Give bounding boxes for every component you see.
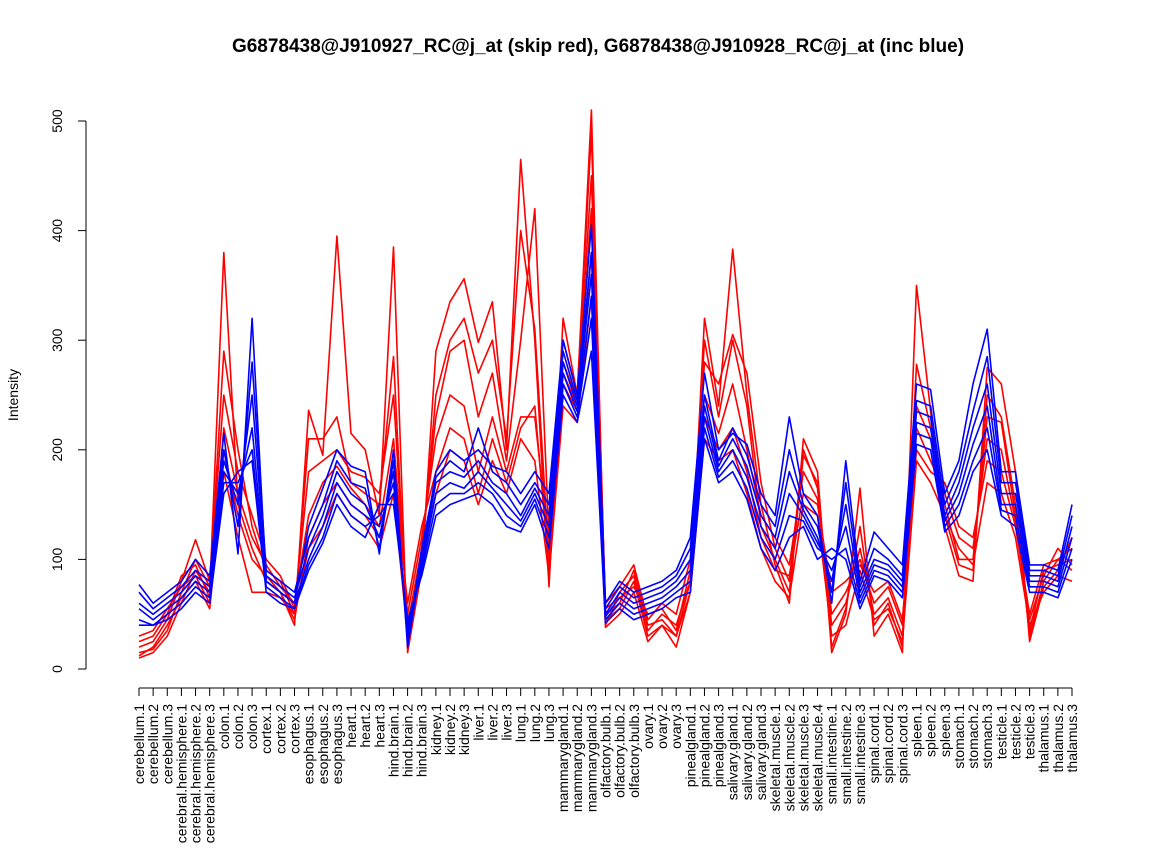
series-layer [138, 109, 1073, 659]
x-tick-label: mammarygland.1 [555, 704, 571, 812]
x-tick-label: olfactory.bulb.3 [626, 704, 642, 798]
x-tick-label: salivary.gland.3 [753, 704, 769, 800]
x-tick-label: mammarygland.2 [569, 704, 585, 812]
y-axis-label: Intensity [5, 369, 21, 421]
x-tick-label: kidney.2 [442, 704, 458, 755]
series-line-6 [138, 295, 1073, 657]
series-line-11 [138, 317, 1073, 627]
x-tick-label: skeletal.muscle.1 [767, 704, 783, 812]
x-tick-label: cerebellum.1 [131, 704, 147, 784]
x-tick-label: skeletal.muscle.2 [781, 704, 797, 812]
y-tick-label: 400 [49, 219, 65, 243]
x-tick-label: pinealgland.2 [696, 704, 712, 788]
x-tick-label: liver.2 [484, 704, 500, 741]
x-tick-label: kidney.1 [428, 704, 444, 755]
x-axis: cerebellum.1cerebellum.2cerebellum.3cere… [131, 687, 1080, 844]
x-tick-label: ovary.3 [668, 704, 684, 749]
y-tick-label: 100 [49, 548, 65, 572]
x-tick-label: ovary.2 [654, 704, 670, 749]
x-tick-label: colon.2 [230, 704, 246, 749]
x-tick-label: pinealgland.3 [711, 704, 727, 788]
y-axis: 0 100 200 300 400 500 [49, 109, 87, 673]
x-tick-label: stomach.2 [965, 704, 981, 769]
x-tick-label: cortex.1 [258, 704, 274, 754]
x-tick-label: thalamus.2 [1050, 704, 1066, 773]
x-tick-label: cortex.2 [272, 704, 288, 754]
x-tick-label: spinal.cord.1 [866, 704, 882, 784]
x-tick-label: cerebral.hemisphere.1 [173, 704, 189, 844]
x-tick-label: spinal.cord.3 [894, 704, 910, 784]
x-tick-label: testicle.2 [1007, 704, 1023, 759]
series-line-12 [139, 350, 1073, 627]
x-tick-label: small.intestine.1 [824, 704, 840, 805]
x-tick-label: olfactory.bulb.2 [612, 704, 628, 798]
x-tick-label: hind.brain.1 [385, 704, 401, 777]
series-line-1 [138, 109, 1073, 659]
x-tick-label: cerebellum.3 [159, 704, 175, 784]
x-tick-label: hind.brain.3 [414, 704, 430, 777]
x-tick-label: colon.1 [216, 704, 232, 749]
x-tick-label: spleen.1 [909, 704, 925, 757]
x-tick-label: colon.3 [244, 704, 260, 749]
x-tick-label: small.intestine.2 [838, 704, 854, 805]
x-tick-label: mammarygland.3 [583, 704, 599, 812]
y-tick-label: 500 [49, 109, 65, 133]
x-tick-label: spleen.3 [937, 704, 953, 757]
x-tick-label: small.intestine.3 [852, 704, 868, 805]
x-tick-label: esophagus.1 [301, 704, 317, 784]
x-tick-label: liver.1 [470, 704, 486, 741]
x-tick-label: testicle.3 [1022, 704, 1038, 759]
x-tick-label: spleen.2 [923, 704, 939, 757]
x-tick-label: lung.2 [527, 704, 543, 742]
x-tick-label: testicle.1 [993, 704, 1009, 759]
y-tick-label: 0 [49, 665, 65, 673]
x-tick-label: salivary.gland.2 [739, 704, 755, 800]
y-tick-label: 300 [49, 328, 65, 352]
x-tick-label: stomach.3 [979, 704, 995, 769]
x-tick-label: cerebral.hemisphere.2 [188, 704, 204, 844]
x-tick-label: cerebellum.2 [145, 704, 161, 784]
x-tick-label: skeletal.muscle.4 [810, 704, 826, 812]
x-tick-label: liver.3 [499, 704, 515, 741]
x-tick-label: thalamus.1 [1036, 704, 1052, 773]
x-tick-label: heart.2 [357, 704, 373, 748]
x-tick-label: ovary.1 [640, 704, 656, 749]
x-tick-label: spinal.cord.2 [880, 704, 896, 784]
x-tick-label: heart.3 [371, 704, 387, 748]
x-tick-label: esophagus.3 [329, 704, 345, 784]
x-tick-label: lung.1 [513, 704, 529, 742]
x-tick-label: hind.brain.2 [400, 704, 416, 777]
x-tick-label: thalamus.3 [1064, 704, 1080, 773]
x-tick-label: olfactory.bulb.1 [598, 704, 614, 798]
y-tick-label: 200 [49, 438, 65, 462]
x-tick-label: stomach.1 [951, 704, 967, 769]
x-tick-label: skeletal.muscle.3 [795, 704, 811, 812]
x-tick-label: lung.3 [541, 704, 557, 742]
x-tick-label: kidney.3 [456, 704, 472, 755]
chart-title: G6878438@J910927_RC@j_at (skip red), G68… [232, 36, 964, 57]
x-tick-label: cortex.3 [287, 704, 303, 754]
x-tick-label: cerebral.hemisphere.3 [202, 704, 218, 844]
x-tick-label: pinealgland.1 [682, 704, 698, 788]
x-tick-label: heart.1 [343, 704, 359, 748]
x-tick-label: salivary.gland.1 [725, 704, 741, 800]
x-tick-label: esophagus.2 [315, 704, 331, 784]
